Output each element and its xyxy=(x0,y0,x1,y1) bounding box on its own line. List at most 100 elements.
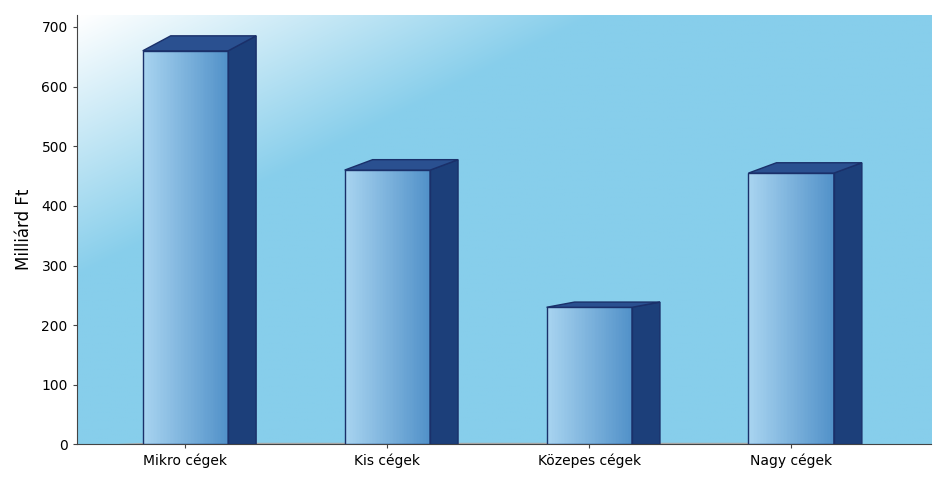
Polygon shape xyxy=(219,51,221,444)
Polygon shape xyxy=(361,170,363,444)
Polygon shape xyxy=(201,51,202,444)
Polygon shape xyxy=(389,170,391,444)
Polygon shape xyxy=(614,307,615,444)
Polygon shape xyxy=(612,307,614,444)
Polygon shape xyxy=(585,307,587,444)
Polygon shape xyxy=(822,173,824,444)
Polygon shape xyxy=(143,36,256,51)
Polygon shape xyxy=(590,307,592,444)
Polygon shape xyxy=(387,170,389,444)
Polygon shape xyxy=(606,307,607,444)
Polygon shape xyxy=(210,51,211,444)
Polygon shape xyxy=(119,443,862,444)
Polygon shape xyxy=(171,51,173,444)
Polygon shape xyxy=(173,51,174,444)
Polygon shape xyxy=(632,302,660,444)
Polygon shape xyxy=(202,51,204,444)
Polygon shape xyxy=(151,51,152,444)
Polygon shape xyxy=(199,51,200,444)
Polygon shape xyxy=(617,307,618,444)
Polygon shape xyxy=(607,307,609,444)
Polygon shape xyxy=(618,307,620,444)
Polygon shape xyxy=(356,170,358,444)
Polygon shape xyxy=(827,173,829,444)
Polygon shape xyxy=(768,173,770,444)
Polygon shape xyxy=(587,307,589,444)
Polygon shape xyxy=(350,170,352,444)
Polygon shape xyxy=(576,307,578,444)
Polygon shape xyxy=(429,170,430,444)
Polygon shape xyxy=(204,51,205,444)
Polygon shape xyxy=(369,170,370,444)
Polygon shape xyxy=(582,307,584,444)
Polygon shape xyxy=(824,173,825,444)
Polygon shape xyxy=(383,170,384,444)
Polygon shape xyxy=(804,173,805,444)
Polygon shape xyxy=(428,170,429,444)
Polygon shape xyxy=(416,170,417,444)
Polygon shape xyxy=(184,51,185,444)
Polygon shape xyxy=(572,307,573,444)
Polygon shape xyxy=(224,51,225,444)
Polygon shape xyxy=(819,173,821,444)
Polygon shape xyxy=(177,51,179,444)
Polygon shape xyxy=(225,51,227,444)
Polygon shape xyxy=(802,173,804,444)
Polygon shape xyxy=(593,307,595,444)
Polygon shape xyxy=(573,307,575,444)
Polygon shape xyxy=(352,170,353,444)
Polygon shape xyxy=(430,160,458,444)
Polygon shape xyxy=(353,170,355,444)
Polygon shape xyxy=(784,173,785,444)
Polygon shape xyxy=(602,307,604,444)
Polygon shape xyxy=(349,170,350,444)
Polygon shape xyxy=(185,51,187,444)
Polygon shape xyxy=(414,170,416,444)
Polygon shape xyxy=(381,170,383,444)
Polygon shape xyxy=(807,173,808,444)
Polygon shape xyxy=(611,307,612,444)
Polygon shape xyxy=(788,173,790,444)
Polygon shape xyxy=(810,173,811,444)
Polygon shape xyxy=(793,173,794,444)
Polygon shape xyxy=(578,307,579,444)
Polygon shape xyxy=(785,173,787,444)
Polygon shape xyxy=(599,307,601,444)
Polygon shape xyxy=(622,307,623,444)
Polygon shape xyxy=(773,173,774,444)
Polygon shape xyxy=(547,302,660,307)
Polygon shape xyxy=(575,307,576,444)
Polygon shape xyxy=(213,51,214,444)
Polygon shape xyxy=(609,307,611,444)
Polygon shape xyxy=(188,51,190,444)
Polygon shape xyxy=(604,307,606,444)
Polygon shape xyxy=(832,173,834,444)
Polygon shape xyxy=(561,307,562,444)
Polygon shape xyxy=(425,170,426,444)
Polygon shape xyxy=(403,170,405,444)
Polygon shape xyxy=(402,170,403,444)
Polygon shape xyxy=(748,173,750,444)
Polygon shape xyxy=(579,307,581,444)
Polygon shape xyxy=(419,170,420,444)
Polygon shape xyxy=(815,173,816,444)
Polygon shape xyxy=(764,173,765,444)
Polygon shape xyxy=(830,173,832,444)
Polygon shape xyxy=(227,51,228,444)
Polygon shape xyxy=(157,51,158,444)
Polygon shape xyxy=(598,307,599,444)
Polygon shape xyxy=(216,51,217,444)
Polygon shape xyxy=(179,51,180,444)
Polygon shape xyxy=(200,51,201,444)
Polygon shape xyxy=(166,51,168,444)
Polygon shape xyxy=(217,51,219,444)
Polygon shape xyxy=(222,51,224,444)
Polygon shape xyxy=(396,170,397,444)
Polygon shape xyxy=(366,170,367,444)
Polygon shape xyxy=(377,170,378,444)
Polygon shape xyxy=(818,173,819,444)
Polygon shape xyxy=(367,170,369,444)
Polygon shape xyxy=(787,173,788,444)
Polygon shape xyxy=(176,51,177,444)
Polygon shape xyxy=(423,170,425,444)
